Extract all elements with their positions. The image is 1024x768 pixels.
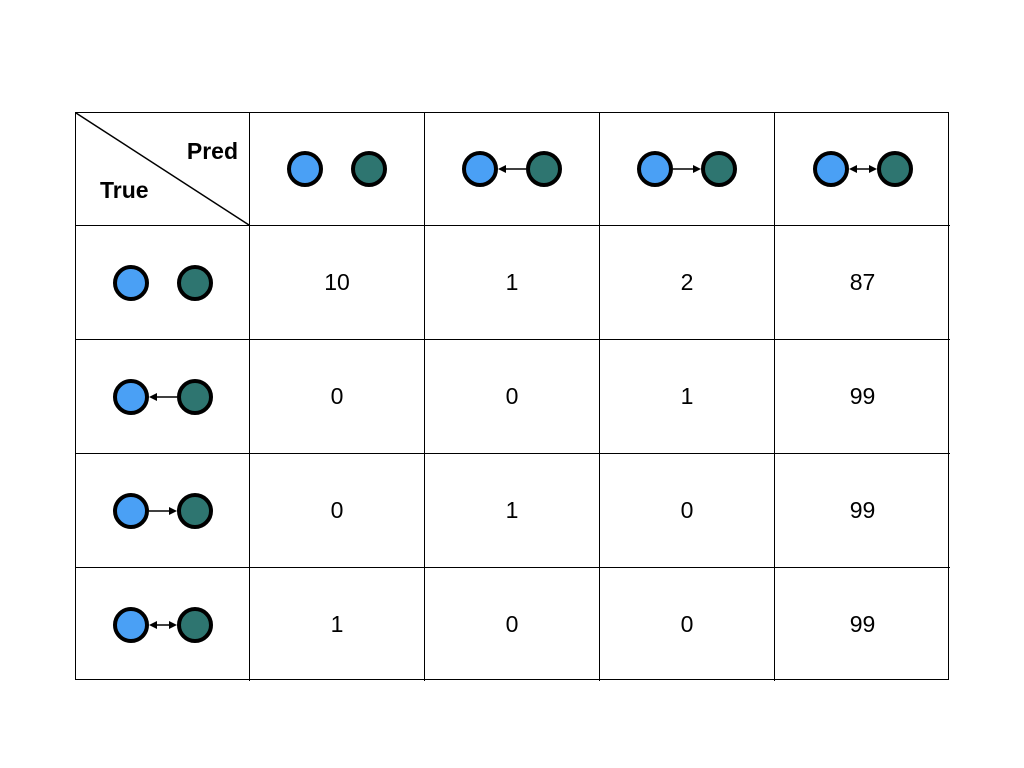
green-node [701,151,737,187]
cell-value: 0 [330,497,344,523]
matrix-cell: 1 [425,454,600,568]
matrix-cell: 1 [250,568,425,681]
relation-arrow [848,165,877,173]
relation-independent-icon [112,261,213,305]
cell-value: 1 [680,383,694,409]
confusion-matrix: Pred True 10 1 2 87 0 0 1 99 0 1 0 99 1 … [75,112,950,681]
matrix-cell: 0 [600,568,775,681]
green-node [876,151,913,187]
corner-header-cell: Pred True [76,113,250,226]
relation-arrow [673,165,701,173]
relation-bidirectional-graphic [812,151,913,187]
row-header-independent [76,226,250,340]
relation-blue-to-green-graphic [637,151,737,187]
relation-independent-graphic [287,151,387,187]
cell-value: 2 [680,269,694,295]
relation-independent-graphic [112,264,213,301]
cell-value: 99 [849,497,876,523]
col-header-bidirectional [775,113,950,226]
cell-value: 0 [680,497,694,523]
matrix-cell: 99 [775,568,950,681]
row-header-bidirectional [76,568,250,681]
true-axis-label: True [100,177,149,203]
green-node [351,151,387,187]
relation-arrow [148,506,177,515]
matrix-cell: 1 [600,340,775,454]
relation-arrow [498,165,526,173]
cell-value: 99 [849,611,876,637]
relation-green-to-blue-graphic [462,151,562,187]
col-header-blue-to-green [600,113,775,226]
row-header-blue-to-green [76,454,250,568]
relation-left-arrow-icon [112,375,213,419]
relation-right-arrow-icon [112,489,213,533]
matrix-cell: 2 [600,226,775,340]
blue-node [112,606,149,643]
blue-node [112,378,149,415]
cell-value: 0 [505,383,519,409]
col-header-independent [250,113,425,226]
matrix-cell: 0 [425,340,600,454]
blue-node [812,151,849,187]
relation-blue-to-green-graphic [112,492,213,529]
blue-node [637,151,673,187]
cell-value: 0 [505,611,519,637]
green-node [176,606,213,643]
relation-arrow [148,392,177,401]
matrix-cell: 1 [425,226,600,340]
matrix-cell: 0 [600,454,775,568]
blue-node [112,492,149,529]
relation-green-to-blue-graphic [112,378,213,415]
relation-bidirectional-arrow-icon [112,603,213,647]
cell-value: 0 [330,383,344,409]
matrix-cell: 99 [775,454,950,568]
pred-axis-label: Pred [186,138,238,164]
matrix-cell: 10 [250,226,425,340]
relation-bidirectional-arrow-icon [812,147,913,191]
blue-node [112,264,149,301]
relation-left-arrow-icon [462,147,562,191]
green-node [176,378,213,415]
corner-diagonal-line [76,113,249,225]
blue-node [287,151,323,187]
cell-value: 10 [324,269,350,295]
relation-right-arrow-icon [637,147,737,191]
matrix-cell: 0 [250,340,425,454]
relation-bidirectional-graphic [112,606,213,643]
matrix-cell: 87 [775,226,950,340]
cell-value: 0 [680,611,694,637]
cell-value: 1 [505,497,519,523]
matrix-cell: 0 [250,454,425,568]
cell-value: 99 [849,383,876,409]
matrix-cell: 0 [425,568,600,681]
green-node [526,151,562,187]
green-node [176,492,213,529]
row-header-green-to-blue [76,340,250,454]
cell-value: 87 [849,269,876,295]
blue-node [462,151,498,187]
relation-independent-icon [287,147,387,191]
cell-value: 1 [505,269,519,295]
matrix-cell: 99 [775,340,950,454]
col-header-green-to-blue [425,113,600,226]
cell-value: 1 [330,611,344,637]
green-node [176,264,213,301]
relation-arrow [148,620,177,629]
